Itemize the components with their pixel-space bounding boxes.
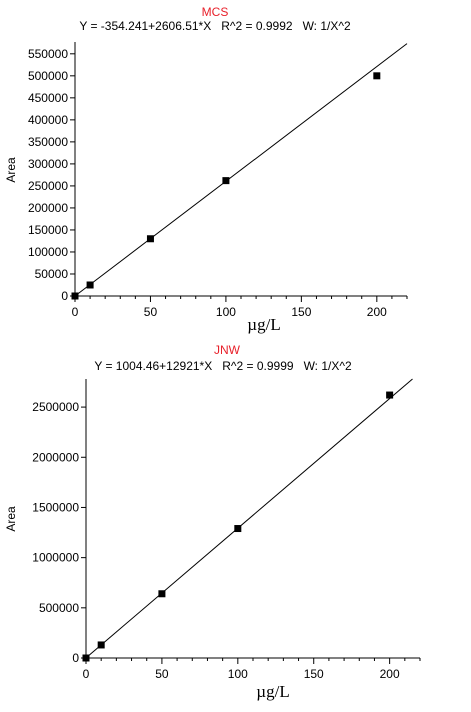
chart-title: JNW <box>214 343 241 357</box>
y-tick-label: 500000 <box>39 601 79 615</box>
y-tick-label: 2500000 <box>32 400 79 414</box>
y-tick-label: 1500000 <box>32 500 79 514</box>
y-axis-label: Area <box>4 506 18 532</box>
x-axis-label: µg/L <box>247 315 280 334</box>
x-tick-label: 200 <box>367 305 387 319</box>
data-point <box>71 292 79 300</box>
data-point <box>97 641 105 649</box>
y-tick-label: 450000 <box>28 91 68 105</box>
x-tick-label: 100 <box>228 667 248 681</box>
y-tick-label: 150000 <box>28 223 68 237</box>
y-tick-label: 100000 <box>28 245 68 259</box>
y-tick-label: 250000 <box>28 179 68 193</box>
chart-equation: Y = -354.241+2606.51*X R^2 = 0.9992 W: 1… <box>79 19 351 33</box>
y-tick-label: 200000 <box>28 201 68 215</box>
x-axis-label: µg/L <box>256 682 289 701</box>
y-tick-label: 0 <box>61 289 68 303</box>
fit-line <box>85 378 413 659</box>
y-tick-label: 350000 <box>28 135 68 149</box>
plot-area: 0 50000 100000 150000 200000 250000 300000 3500… <box>28 42 408 319</box>
x-tick-label: 0 <box>72 305 79 319</box>
y-axis-label: Area <box>4 157 18 183</box>
data-point <box>373 72 381 80</box>
y-tick-label: 0 <box>72 651 79 665</box>
y-tick-label: 50000 <box>35 267 69 281</box>
data-point <box>222 177 230 185</box>
data-point <box>234 525 242 533</box>
data-point <box>86 281 94 289</box>
x-tick-label: 100 <box>216 305 236 319</box>
data-point <box>146 235 154 243</box>
fit-line <box>74 43 408 297</box>
chart-jnw: JNW Y = 1004.46+12921*X R^2 = 0.9999 W: … <box>4 343 421 701</box>
data-point <box>158 590 166 598</box>
y-tick-label: 500000 <box>28 69 68 83</box>
x-tick-label: 50 <box>144 305 158 319</box>
data-point <box>386 391 394 399</box>
y-tick-label: 2000000 <box>32 450 79 464</box>
y-tick-label: 550000 <box>28 47 68 61</box>
plot-area: 0 500000 1000000 1500000 2000000 2500000 0 50 10… <box>32 378 421 681</box>
y-tick-label: 300000 <box>28 157 68 171</box>
y-tick-label: 1000000 <box>32 551 79 565</box>
x-tick-label: 0 <box>83 667 90 681</box>
y-tick-label: 400000 <box>28 113 68 127</box>
x-tick-label: 150 <box>304 667 324 681</box>
x-tick-label: 200 <box>380 667 400 681</box>
chart-mcs: MCS Y = -354.241+2606.51*X R^2 = 0.9992 … <box>4 5 408 334</box>
x-tick-label: 50 <box>155 667 169 681</box>
chart-title: MCS <box>202 5 229 19</box>
x-tick-label: 150 <box>291 305 311 319</box>
data-point <box>82 654 90 662</box>
chart-equation: Y = 1004.46+12921*X R^2 = 0.9999 W: 1/X^… <box>94 359 352 373</box>
